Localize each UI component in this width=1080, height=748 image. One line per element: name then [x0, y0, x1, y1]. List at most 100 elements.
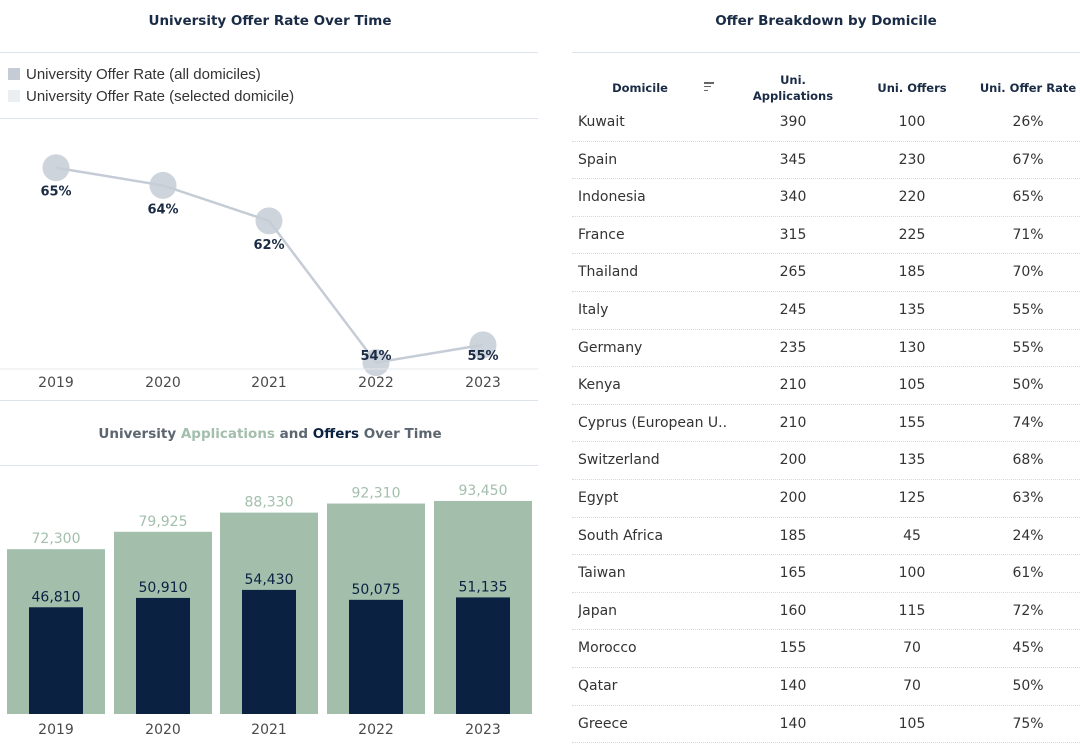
divider — [0, 118, 538, 119]
data-point — [42, 154, 70, 182]
data-label: 55% — [467, 349, 498, 364]
cell-offers: 45 — [903, 527, 921, 544]
cell-applications: 140 — [779, 715, 807, 732]
bar-title-offers: Offers — [312, 426, 360, 442]
x-tick-label: 2021 — [251, 375, 287, 391]
table-row[interactable]: Thailand 265 185 70% — [572, 254, 1080, 292]
applications-value-label: 88,330 — [245, 495, 294, 511]
offer-rate-line-chart: 65% 64% 62% 54% 55% 2019 2020 2021 2022 2023 — [0, 154, 538, 391]
cell-offers: 130 — [898, 339, 926, 356]
applications-value-label: 92,310 — [352, 486, 401, 502]
cell-domicile: France — [578, 226, 625, 243]
cell-offer-rate: 67% — [1012, 151, 1044, 168]
cell-domicile: Cyprus (European U.. — [578, 414, 728, 431]
col-header-domicile[interactable]: Domicile — [612, 81, 668, 96]
divider — [572, 52, 1080, 53]
cell-domicile: Egypt — [578, 489, 619, 506]
cell-domicile: Spain — [578, 151, 618, 168]
cell-offers: 225 — [898, 226, 926, 243]
cell-offers: 125 — [898, 489, 926, 506]
cell-domicile: Thailand — [578, 264, 639, 281]
table-row[interactable]: France 315 225 71% — [572, 217, 1080, 255]
cell-domicile: Qatar — [578, 677, 618, 694]
table-row[interactable]: Greece 140 105 75% — [572, 706, 1080, 744]
cell-offer-rate: 65% — [1012, 189, 1044, 206]
cell-offer-rate: 24% — [1012, 527, 1044, 544]
cell-offers: 135 — [898, 452, 926, 469]
cell-applications: 210 — [779, 377, 807, 394]
cell-offers: 70 — [903, 677, 921, 694]
data-point — [469, 331, 497, 359]
x-tick-label: 2019 — [38, 375, 74, 391]
cell-applications: 160 — [779, 602, 807, 619]
table-row[interactable]: Egypt 200 125 63% — [572, 480, 1080, 518]
sort-icon[interactable] — [704, 82, 714, 94]
offers-bar — [349, 599, 403, 714]
line-chart-title: University Offer Rate Over Time — [148, 13, 392, 29]
col-header-offers[interactable]: Uni. Offers — [877, 81, 947, 96]
legend-label-selected: University Offer Rate (selected domicile… — [26, 87, 295, 105]
applications-value-label: 93,450 — [459, 483, 508, 499]
table-row[interactable]: Taiwan 165 100 61% — [572, 555, 1080, 593]
table-row[interactable]: Kuwait 390 100 26% — [572, 104, 1080, 142]
legend-label-all: University Offer Rate (all domiciles) — [26, 65, 261, 83]
table-row[interactable]: Spain 345 230 67% — [572, 142, 1080, 180]
cell-domicile: Kenya — [578, 377, 621, 394]
cell-offer-rate: 68% — [1012, 452, 1044, 469]
bar-title-part: and — [274, 426, 313, 442]
cell-applications: 245 — [779, 301, 807, 318]
legend-item-selected[interactable]: University Offer Rate (selected domicile… — [8, 85, 294, 107]
x-tick-label: 2022 — [358, 375, 394, 391]
col-header-offer-rate[interactable]: Uni. Offer Rate — [979, 81, 1077, 96]
cell-offers: 70 — [903, 640, 921, 657]
cell-applications: 210 — [779, 414, 807, 431]
cell-applications: 315 — [779, 226, 807, 243]
legend-item-all[interactable]: University Offer Rate (all domiciles) — [8, 63, 294, 85]
cell-domicile: Japan — [578, 602, 618, 619]
data-point — [255, 207, 283, 235]
table-body: Kuwait 390 100 26% Spain 345 230 67% Indonesia 34… — [572, 104, 1080, 744]
cell-offers: 100 — [898, 565, 926, 582]
cell-offers: 105 — [898, 715, 926, 732]
cell-domicile: South Africa — [578, 527, 664, 544]
table-row[interactable]: South Africa 185 45 24% — [572, 518, 1080, 556]
table-row[interactable]: Kenya 210 105 50% — [572, 367, 1080, 405]
table-row[interactable]: Morocco 155 70 45% — [572, 630, 1080, 668]
table-row[interactable]: Germany 235 130 55% — [572, 330, 1080, 368]
applications-value-label: 72,300 — [32, 531, 81, 547]
table-row[interactable]: Qatar 140 70 50% — [572, 668, 1080, 706]
table-row[interactable]: Cyprus (European U.. 210 155 74% — [572, 405, 1080, 443]
cell-offer-rate: 55% — [1012, 339, 1044, 356]
divider — [0, 465, 538, 466]
col-header-applications[interactable]: Uni. Applications — [752, 73, 834, 103]
offers-bar — [136, 597, 190, 714]
cell-applications: 185 — [779, 527, 807, 544]
data-label: 64% — [147, 202, 178, 217]
cell-offers: 185 — [898, 264, 926, 281]
x-tick-label: 2022 — [358, 722, 394, 738]
cell-applications: 200 — [779, 452, 807, 469]
offers-value-label: 46,810 — [32, 589, 81, 605]
legend-swatch-all — [8, 68, 20, 80]
cell-applications: 200 — [779, 489, 807, 506]
cell-applications: 235 — [779, 339, 807, 356]
data-label: 65% — [40, 185, 71, 200]
table-row[interactable]: Japan 160 115 72% — [572, 593, 1080, 631]
cell-domicile: Taiwan — [578, 565, 626, 582]
cell-domicile: Italy — [578, 301, 609, 318]
bar-title-part: University — [98, 426, 181, 442]
cell-offer-rate: 50% — [1012, 377, 1044, 394]
divider — [0, 52, 538, 53]
table-row[interactable]: Italy 245 135 55% — [572, 292, 1080, 330]
bar-chart-title: University Applications and Offers Over … — [0, 426, 540, 442]
offers-value-label: 50,075 — [352, 582, 401, 598]
applications-offers-bar-chart: 72,300 46,810 2019 79,925 50,910 2020 88,330 54… — [7, 483, 532, 738]
cell-offer-rate: 45% — [1012, 640, 1044, 657]
cell-applications: 265 — [779, 264, 807, 281]
table-row[interactable]: Indonesia 340 220 65% — [572, 179, 1080, 217]
cell-offer-rate: 71% — [1012, 226, 1044, 243]
cell-offer-rate: 72% — [1012, 602, 1044, 619]
table-row[interactable]: Switzerland 200 135 68% — [572, 442, 1080, 480]
cell-offers: 230 — [898, 151, 926, 168]
x-tick-label: 2023 — [465, 722, 501, 738]
